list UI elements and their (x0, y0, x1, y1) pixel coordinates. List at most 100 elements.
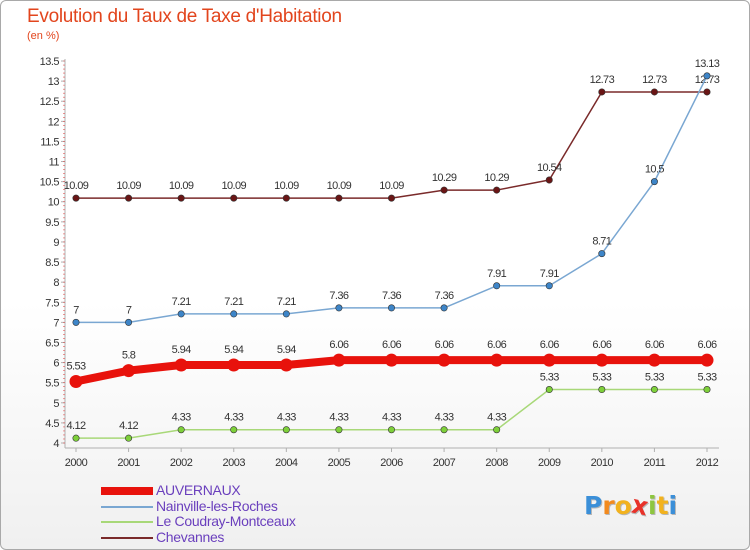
data-label: 10.5 (645, 164, 664, 176)
data-point (174, 358, 188, 372)
data-label: 5.53 (66, 360, 85, 372)
data-label: 10.09 (274, 180, 299, 192)
y-tick-label: 5.5 (45, 378, 59, 390)
data-label: 10.09 (116, 180, 141, 192)
data-point (69, 374, 83, 388)
data-point (230, 194, 238, 202)
x-tick-label: 2008 (485, 457, 508, 469)
y-tick-label: 6 (53, 358, 59, 370)
data-label: 7.21 (224, 296, 243, 308)
data-label: 6.06 (435, 339, 454, 351)
chart-subtitle: (en %) (27, 30, 60, 42)
data-label: 7 (73, 304, 79, 316)
data-point (437, 353, 451, 367)
y-tick-label: 9 (53, 237, 59, 249)
y-tick-label: 4 (53, 438, 59, 450)
x-tick-label: 2000 (65, 457, 88, 469)
y-tick-label: 11 (49, 157, 60, 169)
data-point (177, 310, 185, 318)
legend-label: Nainville-les-Roches (156, 497, 278, 514)
data-point (647, 353, 661, 367)
legend-swatch (101, 521, 153, 523)
data-point (440, 426, 448, 434)
data-point (72, 194, 80, 202)
data-label: 6.06 (487, 339, 506, 351)
data-label: 5.8 (122, 350, 136, 362)
y-tick-label: 12.5 (40, 96, 60, 108)
x-tick-label: 2004 (275, 457, 298, 469)
x-tick-label: 2007 (433, 457, 456, 469)
data-label: 10.29 (432, 172, 457, 184)
y-tick-label: 4.5 (45, 418, 59, 430)
data-label: 10.09 (379, 180, 404, 192)
data-label: 4.33 (487, 412, 506, 424)
data-point (230, 310, 238, 318)
data-point (703, 88, 711, 96)
data-point (545, 386, 553, 394)
data-point (387, 426, 395, 434)
data-label: 13.13 (695, 58, 720, 70)
y-tick-label: 11.5 (40, 136, 59, 148)
data-point (177, 426, 185, 434)
data-label: 6.06 (645, 339, 664, 351)
legend-label: AUVERNAUX (156, 482, 241, 498)
legend-swatch (101, 487, 153, 495)
data-point (595, 353, 609, 367)
data-label: 4.33 (329, 412, 348, 424)
data-label: 4.33 (435, 412, 454, 424)
x-tick-label: 2005 (328, 457, 351, 469)
data-point (493, 426, 501, 434)
data-point (125, 194, 133, 202)
data-label: 5.94 (172, 344, 191, 356)
data-label: 12.73 (590, 74, 615, 86)
data-point (650, 178, 658, 186)
proxiti-logo: Proxiti (584, 490, 678, 522)
x-tick-label: 2006 (380, 457, 403, 469)
data-point (335, 426, 343, 434)
data-label: 4.33 (382, 412, 401, 424)
data-point (177, 194, 185, 202)
data-label: 6.06 (592, 339, 611, 351)
data-label: 5.33 (697, 372, 716, 384)
data-point (282, 426, 290, 434)
legend-swatch (101, 505, 153, 508)
logo-letter: i (648, 491, 657, 520)
y-tick-label: 7 (53, 317, 59, 329)
legend-label: Le Coudray-Montceaux (156, 513, 296, 529)
y-tick-label: 13 (48, 76, 60, 88)
logo-letter: r (602, 491, 615, 520)
x-tick-label: 2001 (117, 457, 140, 469)
data-point (227, 358, 241, 372)
data-point (493, 282, 501, 290)
y-tick-label: 12 (48, 116, 60, 128)
data-label: 10.09 (64, 180, 89, 192)
data-point (279, 358, 293, 372)
data-label: 5.33 (592, 372, 611, 384)
logo-letter: i (668, 491, 678, 520)
x-tick-label: 2003 (223, 457, 246, 469)
data-point (703, 386, 711, 394)
x-tick-label: 2012 (696, 457, 719, 469)
data-label: 12.73 (695, 74, 720, 86)
data-point (545, 176, 553, 184)
data-label: 10.54 (537, 162, 562, 174)
logo-letter: t (656, 491, 669, 520)
data-point (545, 282, 553, 290)
data-point (122, 364, 136, 378)
data-label: 4.12 (119, 420, 138, 432)
y-tick-label: 10.5 (40, 177, 60, 189)
data-point (282, 310, 290, 318)
data-label: 7.91 (487, 268, 506, 280)
x-tick-label: 2011 (644, 457, 666, 469)
data-point (387, 304, 395, 312)
data-point (703, 72, 711, 80)
y-tick-label: 10 (48, 197, 60, 209)
data-label: 5.33 (540, 372, 559, 384)
data-point (598, 386, 606, 394)
data-label: 7.21 (277, 296, 296, 308)
data-label: 10.09 (169, 180, 194, 192)
x-tick-label: 2010 (591, 457, 614, 469)
data-label: 7.36 (435, 290, 454, 302)
legend-swatch (101, 536, 153, 539)
